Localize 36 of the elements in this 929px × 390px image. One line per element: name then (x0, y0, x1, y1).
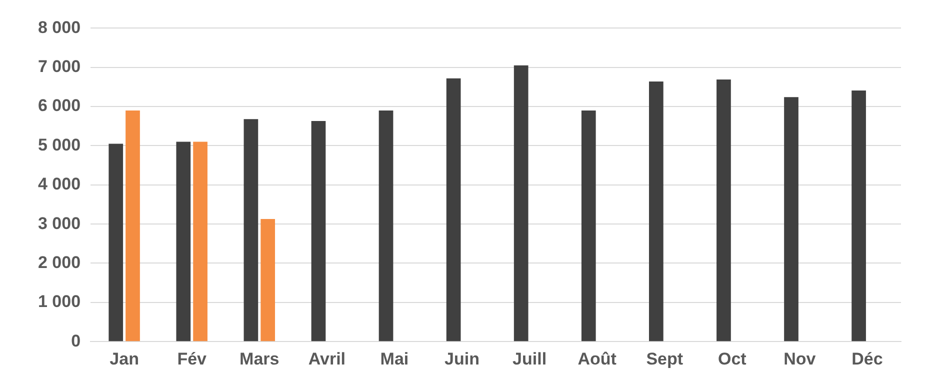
x-tick-label: Juill (512, 349, 547, 368)
y-tick-label: 2 000 (38, 252, 81, 272)
x-tick-label: Mars (240, 349, 280, 368)
y-tick-label: 6 000 (38, 96, 81, 116)
bar (514, 65, 528, 342)
bar (193, 142, 208, 342)
y-tick-label: 3 000 (38, 214, 81, 233)
bar (108, 144, 124, 342)
bar (311, 121, 326, 342)
bar (126, 110, 140, 342)
bar (260, 218, 276, 342)
y-tick-label: 1 000 (38, 292, 81, 312)
y-tick-label: 5 000 (38, 135, 81, 154)
x-tick-label: Fév (177, 349, 208, 368)
y-tick-label: 4 000 (38, 174, 81, 194)
y-tick-label: 0 (71, 331, 81, 350)
bar (581, 110, 596, 342)
bar (852, 90, 866, 342)
x-tick-label: Avril (308, 349, 346, 368)
x-tick-label: Sept (646, 349, 684, 368)
x-tick-label: Déc (852, 349, 883, 368)
x-tick-label: Jan (110, 349, 139, 368)
y-tick-label: 7 000 (38, 57, 81, 76)
x-tick-label: Oct (718, 349, 747, 368)
y-tick-label: 8 000 (38, 18, 81, 37)
x-tick-label: Août (578, 349, 617, 368)
x-tick-label: Mai (380, 349, 409, 368)
bar (244, 119, 258, 342)
x-tick-label: Juin (444, 349, 480, 368)
bar (716, 80, 731, 342)
bar (649, 81, 664, 342)
bar (378, 110, 394, 342)
x-tick-label: Nov (784, 349, 816, 368)
bar (176, 142, 191, 342)
bar (784, 97, 798, 342)
bar (446, 78, 461, 342)
